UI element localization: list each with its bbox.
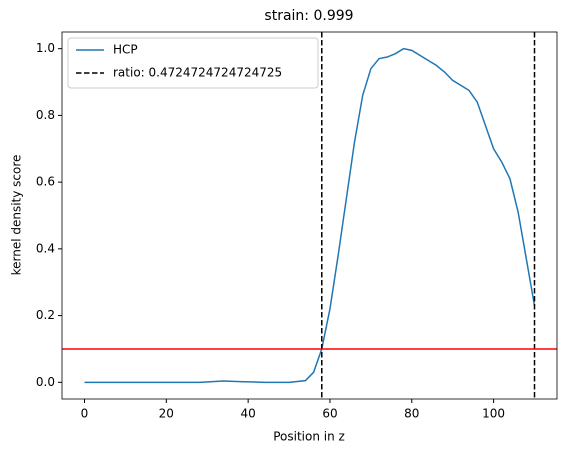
data-line [84, 47, 536, 384]
y-tick-label: 0.4 [36, 241, 55, 255]
y-tick-label: 0.6 [36, 175, 55, 189]
legend-label: ratio: 0.4724724724724725 [113, 66, 282, 80]
x-axis-label: Position in z [273, 430, 345, 444]
x-tick-label: 20 [159, 407, 174, 421]
x-tick-label: 80 [404, 407, 419, 421]
y-tick-label: 0.8 [36, 108, 55, 122]
x-tick-label: 40 [240, 407, 255, 421]
y-axis-label: kernel density score [10, 155, 24, 276]
legend-label: HCP [113, 43, 138, 57]
chart-title: strain: 0.999 [264, 8, 353, 24]
plot-frame [61, 31, 558, 400]
legend-box [67, 37, 319, 89]
y-tick-label: 0.0 [36, 375, 55, 389]
y-tick-label: 1.0 [36, 41, 55, 55]
x-tick-label: 0 [81, 407, 89, 421]
x-tick-label: 60 [322, 407, 337, 421]
x-tick-label: 100 [482, 407, 505, 421]
y-tick-label: 0.2 [36, 308, 55, 322]
